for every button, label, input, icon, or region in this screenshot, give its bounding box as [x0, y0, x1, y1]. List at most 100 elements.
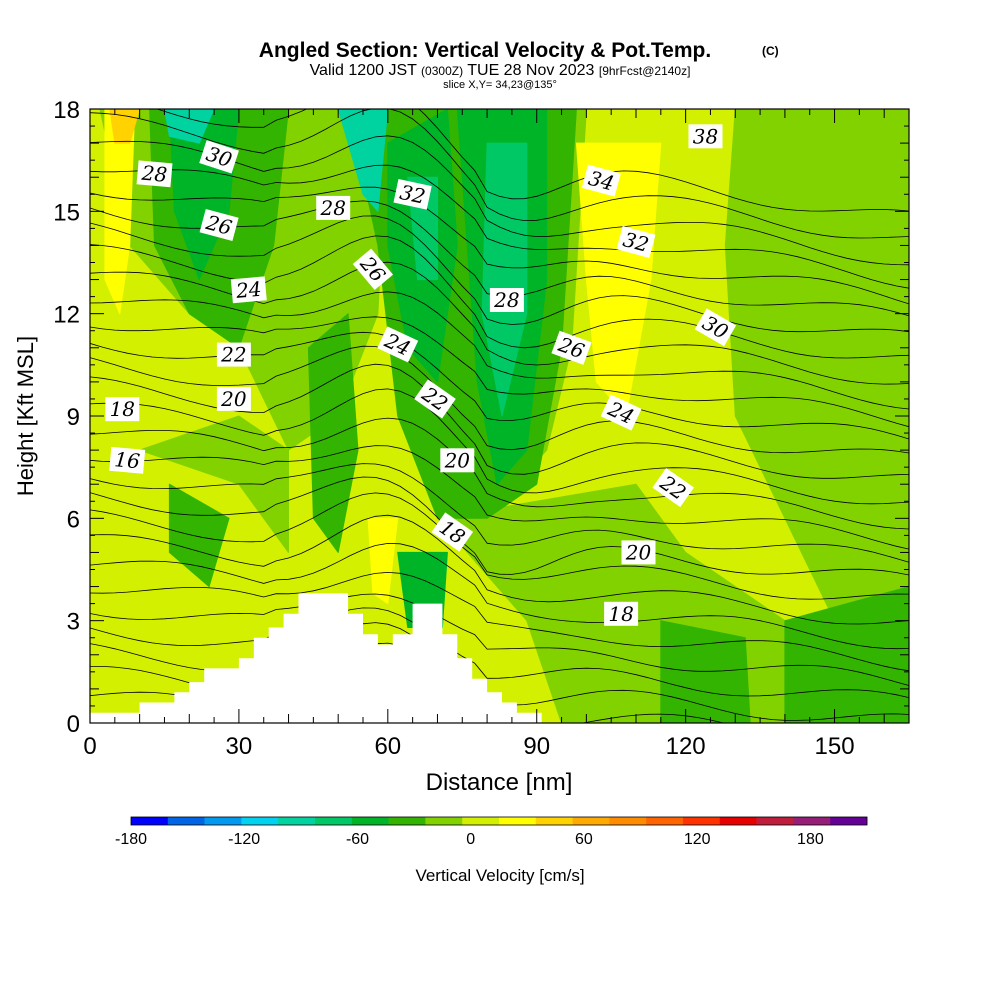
y-axis-label: Height [Kft MSL]	[13, 336, 38, 496]
colorbar-swatch	[204, 817, 242, 825]
contour-label: 34	[581, 164, 621, 197]
contour-label-box	[440, 448, 475, 473]
theta-isoline	[155, 109, 909, 212]
colorbar-swatch	[572, 817, 610, 825]
contour-label-box	[136, 160, 173, 188]
chart-title: Angled Section: Vertical Velocity & Pot.…	[259, 39, 711, 62]
colorbar-swatch	[278, 817, 316, 825]
contour-label-box	[109, 446, 146, 474]
contour-label-box	[694, 308, 737, 347]
contour-label: 16	[109, 446, 146, 474]
contour-label-box	[604, 601, 639, 626]
x-axis-label: Distance [nm]	[426, 769, 573, 796]
theta-isoline	[90, 607, 909, 698]
contour-label-text: 18	[608, 602, 633, 626]
colorbar-tick-label: -180	[115, 831, 147, 848]
contour-label-box	[489, 288, 524, 312]
contour-label: 26	[199, 209, 239, 241]
colorbar-swatch	[646, 817, 684, 825]
contour-label-text: 18	[110, 397, 135, 421]
subtitle-valid: Valid 1200 JST	[310, 62, 418, 79]
chart-title-mark: (C)	[762, 44, 779, 58]
velocity-region	[724, 109, 909, 622]
colorbar-tick-labels: -180 -120 -60 0 60 120 180	[115, 831, 824, 848]
contour-label: 20	[621, 540, 656, 565]
contour-label: 28	[489, 288, 524, 312]
theta-isoline	[90, 215, 909, 333]
contour-label-text: 32	[398, 180, 428, 209]
velocity-region	[139, 415, 289, 553]
contour-label-box	[414, 379, 456, 419]
theta-isoline	[90, 542, 909, 650]
plot-area: 2830262422201816282624322220182826343224…	[90, 109, 909, 723]
contour-label-box	[316, 195, 351, 220]
contour-label-box	[377, 326, 419, 363]
colorbar-tick-label: 180	[797, 831, 824, 848]
contour-label-text: 20	[625, 540, 652, 564]
colorbar-swatch	[683, 817, 721, 825]
contour-label-box	[431, 512, 474, 552]
contour-label-box	[352, 248, 394, 291]
slice-label: slice X,Y= 34,23@135°	[443, 79, 557, 91]
axis-tick-labels: 0 30 60 90 120 150 0 3 6 9 12 15 18	[53, 97, 854, 760]
x-tick-label: 120	[666, 733, 706, 760]
contour-label: 28	[136, 160, 173, 188]
y-tick-label: 12	[53, 302, 80, 329]
colorbar-swatch	[241, 817, 279, 825]
contour-label: 38	[688, 124, 723, 149]
velocity-region	[660, 620, 751, 723]
x-tick-label: 30	[226, 733, 253, 760]
contour-label-box	[230, 276, 267, 304]
contour-label-box	[616, 226, 656, 258]
subtitle-zulu: (0300Z)	[421, 64, 463, 78]
colorbar-tick-label: 120	[684, 831, 711, 848]
contour-label: 18	[105, 397, 140, 422]
theta-isoline	[90, 417, 909, 530]
colorbar-tick-label: -60	[346, 831, 369, 848]
contour-label-box	[600, 394, 642, 431]
theta-isoline	[90, 445, 909, 550]
colorbar-tick-label: -120	[228, 831, 260, 848]
theta-isoline	[90, 571, 909, 672]
theta-contours	[90, 109, 909, 723]
y-tick-label: 3	[67, 609, 80, 636]
contour-label-text: 16	[113, 447, 141, 473]
colorbar-swatch	[425, 817, 463, 825]
theta-isoline	[90, 261, 909, 385]
contour-label: 28	[316, 195, 351, 220]
y-tick-label: 18	[53, 97, 80, 124]
theta-isoline	[90, 593, 909, 686]
colorbar-swatch	[756, 817, 794, 825]
contour-label-box	[216, 342, 251, 367]
contour-label: 32	[393, 179, 432, 210]
colorbar-tick-label: 0	[466, 831, 475, 848]
contour-label-text: 28	[140, 161, 168, 187]
theta-isoline	[90, 186, 909, 305]
contour-label-box	[216, 386, 251, 411]
colorbar-swatch	[315, 817, 353, 825]
colorbar-label: Vertical Velocity [cm/s]	[415, 866, 584, 885]
contour-label: 22	[216, 342, 251, 367]
colorbar-swatch	[351, 817, 389, 825]
theta-isoline	[90, 291, 909, 410]
y-tick-label: 0	[67, 711, 80, 738]
theta-isoline	[90, 164, 909, 289]
contour-label-text: 28	[493, 288, 519, 312]
contour-label-box	[621, 540, 656, 565]
x-tick-label: 0	[83, 733, 96, 760]
contour-label: 20	[216, 386, 251, 411]
y-tick-label: 6	[67, 506, 80, 533]
subtitle-date: TUE 28 Nov 2023	[467, 62, 594, 79]
theta-isoline	[90, 109, 909, 239]
theta-isoline	[90, 463, 909, 563]
theta-isoline	[90, 235, 909, 359]
contour-label-box	[393, 179, 432, 210]
terrain	[90, 593, 542, 723]
theta-isoline	[90, 514, 909, 625]
colorbar-swatch	[830, 817, 868, 825]
colorbar-swatch	[388, 817, 426, 825]
colorbar-swatch	[462, 817, 500, 825]
colorbar-swatch	[719, 817, 757, 825]
colorbar-swatch	[131, 817, 169, 825]
